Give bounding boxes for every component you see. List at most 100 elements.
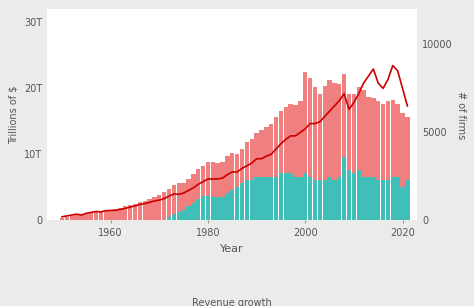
Bar [405,180,410,220]
Bar [264,127,268,220]
Bar [313,87,317,220]
Bar [274,177,278,220]
Bar [225,193,229,220]
Bar [352,174,356,220]
Bar [220,162,225,220]
Bar [60,218,64,220]
Bar [279,174,283,220]
Bar [118,208,123,220]
Bar [356,170,361,220]
Bar [240,149,244,220]
Bar [143,200,147,220]
Bar [386,101,390,220]
Bar [361,90,366,220]
Bar [255,133,259,220]
Bar [313,180,317,220]
Bar [167,188,171,220]
Bar [245,180,249,220]
Bar [104,211,108,220]
Bar [322,86,327,220]
Bar [225,156,229,220]
Bar [337,177,341,220]
Bar [133,204,137,220]
Bar [109,211,113,220]
Bar [347,170,351,220]
Bar [74,215,79,220]
Bar [293,105,298,220]
Bar [206,196,210,220]
Bar [89,213,93,220]
Bar [289,174,293,220]
Bar [123,207,128,220]
Bar [371,98,375,220]
Bar [356,87,361,220]
Bar [113,209,118,220]
Bar [395,103,400,220]
Bar [283,174,288,220]
Bar [289,104,293,220]
Bar [191,174,196,220]
Bar [147,199,152,220]
Bar [279,111,283,220]
Bar [303,72,308,220]
Bar [152,196,156,220]
Bar [269,177,273,220]
Bar [308,78,312,220]
Bar [361,177,366,220]
Bar [220,196,225,220]
Bar [191,203,196,220]
Bar [249,139,254,220]
Bar [196,169,201,220]
Bar [366,97,371,220]
Bar [269,124,273,220]
Bar [79,215,83,220]
Bar [70,216,74,220]
Bar [94,212,98,220]
Bar [328,177,332,220]
Bar [182,183,186,220]
Bar [342,157,346,220]
Bar [328,80,332,220]
Bar [274,118,278,220]
Bar [332,83,337,220]
X-axis label: Year: Year [220,244,244,253]
Bar [137,202,142,220]
Bar [318,94,322,220]
Bar [366,177,371,220]
Bar [342,74,346,220]
Bar [186,179,191,220]
Bar [201,196,205,220]
Bar [210,196,215,220]
Bar [206,162,210,220]
Bar [259,177,264,220]
Bar [376,101,381,220]
Legend: Positive, Negative: Positive, Negative [168,297,296,306]
Bar [182,210,186,220]
Bar [235,187,239,220]
Bar [298,101,302,220]
Bar [240,183,244,220]
Bar [157,195,162,220]
Bar [99,212,103,220]
Bar [196,199,201,220]
Bar [381,103,385,220]
Bar [210,162,215,220]
Bar [162,192,166,220]
Bar [128,205,132,220]
Bar [303,174,308,220]
Y-axis label: # of firms: # of firms [456,91,466,139]
Bar [172,185,176,220]
Bar [283,107,288,220]
Bar [401,114,405,220]
Bar [298,177,302,220]
Bar [318,180,322,220]
Bar [371,177,375,220]
Bar [376,180,381,220]
Bar [293,177,298,220]
Bar [186,206,191,220]
Bar [386,180,390,220]
Bar [201,166,205,220]
Bar [230,190,235,220]
Bar [216,196,220,220]
Bar [308,177,312,220]
